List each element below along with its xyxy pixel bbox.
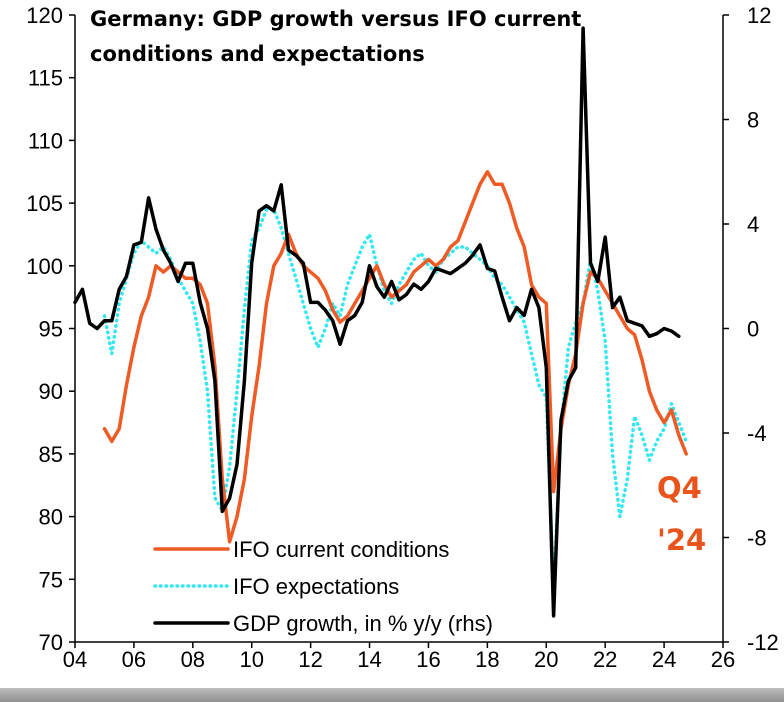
y-right-tick-label: 4 bbox=[747, 212, 759, 237]
series-layer bbox=[73, 26, 688, 618]
y-right-tick-label: 8 bbox=[747, 108, 759, 133]
series-gdp-growth-line bbox=[73, 26, 681, 618]
x-tick-label: 04 bbox=[63, 647, 87, 672]
y-left-tick-label: 120 bbox=[26, 3, 63, 28]
axes: 707580859095100105110115120-12-8-4048120… bbox=[26, 3, 779, 672]
y-left-tick-label: 75 bbox=[39, 567, 63, 592]
chart-title: Germany: GDP growth versus IFO current c… bbox=[90, 7, 581, 66]
annotation-q4: Q4 bbox=[657, 471, 702, 505]
x-tick-label: 12 bbox=[298, 647, 322, 672]
y-left-tick-label: 115 bbox=[28, 66, 63, 91]
x-tick-label: 08 bbox=[181, 647, 205, 672]
y-right-tick-label: -12 bbox=[747, 630, 779, 655]
y-right-tick-label: 0 bbox=[747, 317, 759, 342]
x-tick-label: 22 bbox=[593, 647, 617, 672]
y-right-tick-label: 12 bbox=[747, 3, 771, 28]
window-bottom-edge bbox=[0, 688, 784, 702]
y-left-tick-label: 90 bbox=[39, 379, 63, 404]
y-left-tick-label: 100 bbox=[26, 254, 63, 279]
legend-label-gdp-growth: GDP growth, in % y/y (rhs) bbox=[233, 611, 493, 636]
y-right-tick-label: -8 bbox=[747, 526, 767, 551]
x-tick-label: 06 bbox=[122, 647, 146, 672]
x-tick-label: 16 bbox=[416, 647, 440, 672]
y-left-tick-label: 70 bbox=[39, 630, 63, 655]
x-tick-label: 18 bbox=[475, 647, 499, 672]
chart-title-line-2: conditions and expectations bbox=[90, 42, 425, 66]
y-left-tick-label: 95 bbox=[39, 317, 63, 342]
x-tick-label: 20 bbox=[534, 647, 558, 672]
y-left-tick-label: 110 bbox=[28, 128, 63, 153]
y-left-tick-label: 85 bbox=[39, 442, 63, 467]
legend-label-ifo-expectations: IFO expectations bbox=[233, 574, 399, 599]
chart-title-line-1: Germany: GDP growth versus IFO current bbox=[90, 7, 581, 31]
x-tick-label: 24 bbox=[652, 647, 676, 672]
annotation-year: '24 bbox=[657, 523, 706, 557]
y-right-tick-label: -4 bbox=[747, 421, 767, 446]
legend-label-ifo-current: IFO current conditions bbox=[233, 537, 449, 562]
x-tick-label: 10 bbox=[239, 647, 263, 672]
y-left-tick-label: 80 bbox=[39, 505, 63, 530]
x-tick-label: 26 bbox=[711, 647, 735, 672]
series-ifo-current-line bbox=[102, 170, 688, 544]
q4-24-annotation: Q4 '24 bbox=[657, 471, 706, 557]
y-left-tick-label: 105 bbox=[26, 191, 63, 216]
x-tick-label: 14 bbox=[357, 647, 381, 672]
legend: IFO current conditions IFO expectations GD… bbox=[153, 537, 493, 636]
